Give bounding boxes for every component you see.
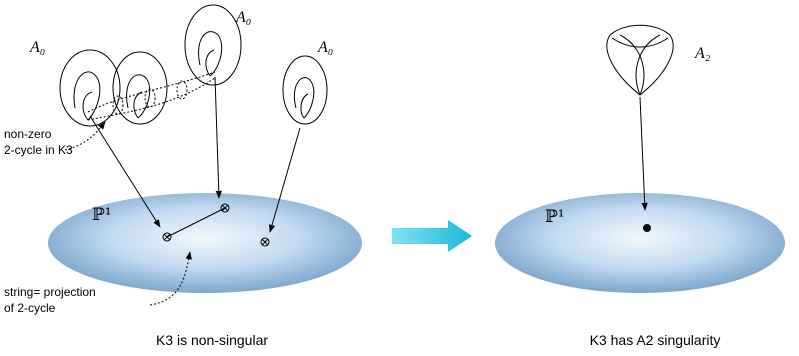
projection-arrow bbox=[215, 77, 219, 198]
caption: K3 is non-singular bbox=[156, 332, 268, 348]
diagram: A₀ A₀ A₀ non-zero 2-cycle in K3 ℙ¹ strin… bbox=[0, 0, 799, 356]
fiber-label: A₀ bbox=[29, 39, 45, 56]
transition-arrow bbox=[392, 220, 472, 252]
fiber-label: A₂ bbox=[694, 45, 711, 62]
base-label: ℙ¹ bbox=[545, 207, 565, 227]
fiber-label: A₀ bbox=[235, 9, 251, 26]
caption: K3 has A2 singularity bbox=[590, 332, 721, 348]
fiber-label: A₀ bbox=[317, 39, 333, 56]
base-label: ℙ¹ bbox=[92, 205, 112, 225]
base-surface bbox=[495, 193, 785, 293]
singular-fiber bbox=[607, 25, 673, 95]
fibers bbox=[60, 5, 327, 126]
note: 2-cycle in K3 bbox=[4, 143, 73, 157]
note: of 2-cycle bbox=[4, 301, 56, 315]
note: non-zero bbox=[4, 127, 52, 141]
singular-point bbox=[643, 224, 651, 232]
note: string= projection bbox=[4, 285, 96, 299]
